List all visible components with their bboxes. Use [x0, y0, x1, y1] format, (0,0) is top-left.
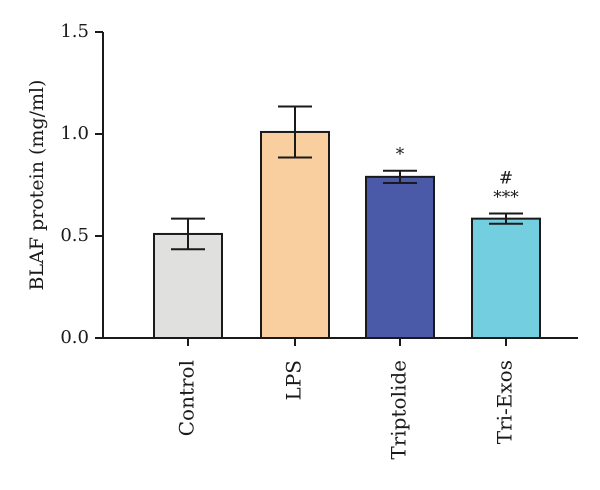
x-category-label: Triptolide [387, 360, 411, 460]
y-tick-label: 1.5 [60, 21, 89, 42]
bar-tri-exos [471, 217, 541, 339]
significance-label: *** [493, 188, 519, 208]
x-category-label: Control [175, 360, 199, 436]
significance-label: * [396, 145, 405, 165]
y-axis-label: BLAF protein (mg/ml) [26, 80, 48, 291]
y-tick-label: 1.0 [60, 123, 89, 144]
y-tick-label: 0.5 [60, 225, 89, 246]
bar-triptolide [365, 175, 435, 339]
bar-lps [260, 130, 330, 339]
x-category-label: Tri-Exos [493, 360, 517, 444]
y-tick-label: 0.0 [60, 327, 89, 348]
x-category-label: LPS [282, 360, 306, 400]
plot-area: 0.0 0.5 1.0 1.5 Control LPS * Triptolide ***# Tri… [60, 21, 578, 460]
significance-label-top: # [499, 169, 513, 189]
